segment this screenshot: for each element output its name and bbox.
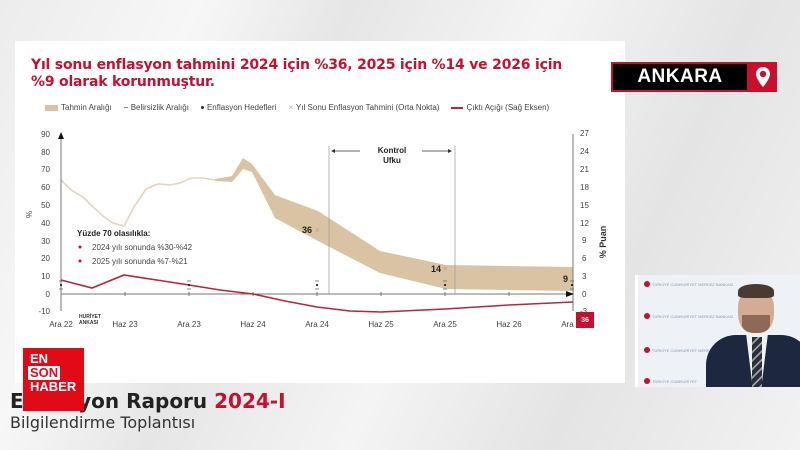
legend-item-output-gap: Çıktı Açığı (Sağ Eksen) xyxy=(451,103,549,112)
forecast-label-2026: 9 xyxy=(563,274,568,284)
svg-text:50: 50 xyxy=(41,201,50,210)
svg-text:Ara 23: Ara 23 xyxy=(177,320,201,329)
x-marker-icon: × xyxy=(288,103,293,112)
legend-item-targets: Enflasyon Hedefleri xyxy=(200,103,277,112)
slide-title: Yıl sonu enflasyon tahmini 2024 için %36… xyxy=(31,57,563,90)
probability-2024: 2024 yılı sonunda %30-%42 xyxy=(92,243,193,252)
svg-text:21: 21 xyxy=(580,165,589,174)
control-horizon-label: Ufku xyxy=(383,156,401,165)
legend-label: Çıktı Açığı (Sağ Eksen) xyxy=(466,103,550,112)
inflation-target-markers xyxy=(59,283,574,287)
svg-text:15: 15 xyxy=(580,201,589,210)
svg-text:30: 30 xyxy=(41,237,50,246)
legend-label: Tahmin Aralığı xyxy=(61,103,112,112)
svg-text:Haz 25: Haz 25 xyxy=(368,320,394,329)
svg-text:6: 6 xyxy=(582,254,587,263)
midpoint-marker-icon: × xyxy=(315,226,320,235)
svg-text:60: 60 xyxy=(41,183,50,192)
output-gap-line xyxy=(60,274,574,313)
svg-text:Ara 26: Ara 26 xyxy=(561,320,585,329)
line-swatch-icon xyxy=(451,106,464,109)
svg-text:20: 20 xyxy=(41,254,50,263)
svg-text:18: 18 xyxy=(580,183,589,192)
svg-text:Ara 24: Ara 24 xyxy=(305,320,329,329)
svg-text:Haz 26: Haz 26 xyxy=(496,320,522,329)
control-horizon-label: Kontrol xyxy=(378,146,406,155)
chart-legend: Tahmin Aralığı Belirsizlik Aralığı Enfla… xyxy=(45,103,549,112)
midpoint-marker-icon: × xyxy=(443,264,448,273)
svg-text:-10: -10 xyxy=(38,307,50,316)
band-swatch-icon xyxy=(45,104,58,111)
dot-swatch-icon xyxy=(200,106,204,109)
location-pin-icon xyxy=(756,67,770,87)
legend-item-midpoint: × Yıl Sonu Enflasyon Tahmini (Orta Nokta) xyxy=(288,103,439,112)
right-axis-ticks: 27 24 21 18 15 12 9 6 3 0 -3 xyxy=(580,129,589,316)
svg-text:Ara 22: Ara 22 xyxy=(49,320,73,329)
svg-text:80: 80 xyxy=(41,148,50,157)
legend-label: Belirsizlik Aralığı xyxy=(130,103,189,112)
forecast-band xyxy=(215,158,573,291)
location-badge: ANKARA xyxy=(611,62,777,92)
bank-logo-text: HURİYET ANKASI xyxy=(79,314,101,326)
ensonhaber-logo: EN SON HABER xyxy=(23,348,84,411)
svg-text:Haz 23: Haz 23 xyxy=(112,320,138,329)
svg-text:40: 40 xyxy=(41,219,50,228)
speaker-video-feed: TÜRKİYE CUMHURİYET MERKEZ BANKASI TÜRKİY… xyxy=(635,275,800,387)
svg-text:9: 9 xyxy=(582,236,587,245)
legend-label: Enflasyon Hedefleri xyxy=(206,103,277,112)
arrow-right-icon xyxy=(448,149,452,153)
forecast-label-2024: 36 xyxy=(302,225,312,235)
probability-title: Yüzde 70 olasılıkla: xyxy=(77,229,150,238)
dash-swatch-icon xyxy=(123,107,128,108)
arrow-left-icon xyxy=(331,149,335,153)
bullet-icon xyxy=(78,259,82,263)
report-subtitle: Bilgilendirme Toplantısı xyxy=(10,413,196,432)
svg-text:90: 90 xyxy=(41,130,50,139)
forecast-label-2025: 14 xyxy=(431,264,441,274)
svg-text:0: 0 xyxy=(582,290,587,299)
location-label: ANKARA xyxy=(613,64,747,90)
right-axis-label: % Puan xyxy=(598,226,608,259)
legend-item-forecast-range: Tahmin Aralığı xyxy=(45,103,112,112)
svg-text:70: 70 xyxy=(41,165,50,174)
axis-arrow-icon xyxy=(58,132,64,139)
svg-text:Haz 24: Haz 24 xyxy=(240,320,266,329)
legend-item-uncertainty: Belirsizlik Aralığı xyxy=(123,103,189,112)
svg-text:-3: -3 xyxy=(580,307,588,316)
x-axis-ticks: Ara 22 Haz 23 Ara 23 Haz 24 Ara 24 Haz 25 Ar… xyxy=(49,320,585,329)
page-number: 36 xyxy=(576,312,594,328)
svg-text:Ara 25: Ara 25 xyxy=(433,320,457,329)
probability-2025: 2025 yılı sonunda %7-%21 xyxy=(92,257,188,266)
svg-text:0: 0 xyxy=(46,290,51,299)
svg-text:12: 12 xyxy=(580,219,589,228)
svg-text:3: 3 xyxy=(582,272,587,281)
left-axis-label: % xyxy=(25,211,34,218)
left-axis-ticks: 90 80 70 60 50 40 30 20 10 0 -10 xyxy=(38,130,50,316)
inflation-history-line xyxy=(60,177,216,227)
svg-text:27: 27 xyxy=(580,129,589,138)
bullet-icon xyxy=(78,245,82,249)
legend-label: Yıl Sonu Enflasyon Tahmini (Orta Nokta) xyxy=(296,103,440,112)
svg-text:24: 24 xyxy=(580,147,589,156)
slide-panel xyxy=(15,41,625,383)
axis-arrow-icon xyxy=(566,291,574,297)
svg-text:10: 10 xyxy=(41,272,50,281)
